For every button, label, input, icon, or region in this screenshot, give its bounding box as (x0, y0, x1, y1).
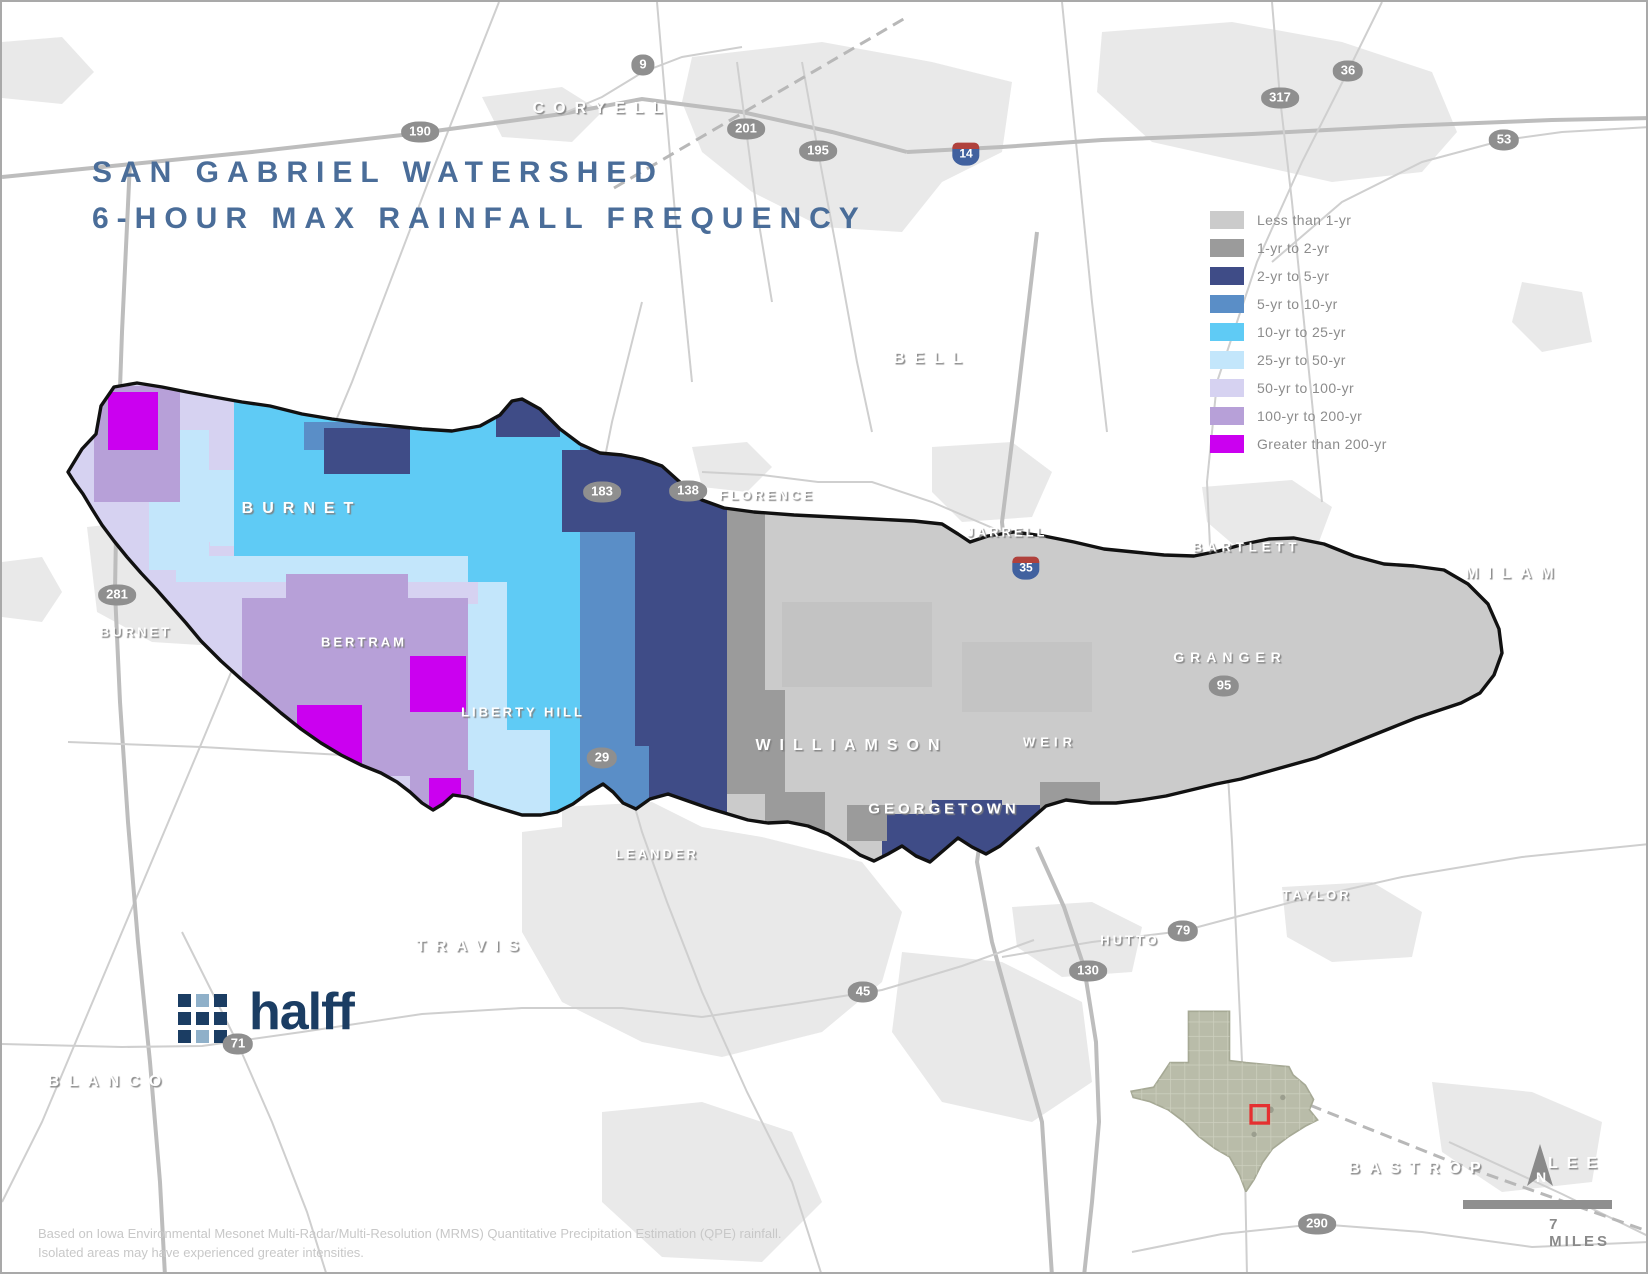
legend-label-y2_5: 2-yr to 5-yr (1257, 268, 1330, 284)
city-label-leander: LEANDER (615, 846, 699, 862)
legend-label-y25_50: 25-yr to 50-yr (1257, 352, 1346, 368)
north-arrow-label: N (1536, 1169, 1546, 1185)
texas-inset-map (1130, 1010, 1319, 1192)
highway-shield-183: 183 (583, 481, 621, 503)
interstate-14: 14 (952, 142, 980, 166)
north-arrow: N (1527, 1144, 1553, 1186)
legend-swatch-y5_10 (1210, 295, 1244, 313)
county-label-burnet: BURNET (241, 500, 363, 517)
halff-logo: halff (178, 983, 355, 1043)
highway-shield-281: 281 (98, 584, 136, 606)
city-label-florence: FLORENCE (719, 487, 815, 503)
highway-shield-195: 195 (799, 140, 837, 162)
highway-shield-95: 95 (1208, 675, 1240, 697)
city-label-hutto: HUTTO (1100, 932, 1160, 948)
county-label-milam: MILAM (1465, 565, 1563, 582)
legend-swatch-y10_25 (1210, 323, 1244, 341)
highway-shield-53: 53 (1488, 129, 1520, 151)
city-label-georgetown: GEORGETOWN (868, 800, 1020, 818)
highway-shield-79: 79 (1167, 920, 1199, 942)
legend-swatch-lt1 (1210, 211, 1244, 229)
legend-item-y1_2: 1-yr to 2-yr (1210, 234, 1387, 262)
legend-label-y5_10: 5-yr to 10-yr (1257, 296, 1338, 312)
legend-label-y1_2: 1-yr to 2-yr (1257, 240, 1330, 256)
legend-item-y2_5: 2-yr to 5-yr (1210, 262, 1387, 290)
legend-item-y100_200: 100-yr to 200-yr (1210, 402, 1387, 430)
city-label-taylor: TAYLOR (1282, 887, 1352, 903)
title-line2: 6-HOUR MAX RAINFALL FREQUENCY (92, 202, 867, 235)
legend-item-lt1: Less than 1-yr (1210, 206, 1387, 234)
highway-shield-29: 29 (586, 747, 618, 769)
city-label-jarrell: JARRELL (966, 524, 1048, 540)
inset-extent-box (1249, 1104, 1271, 1125)
title-line1: SAN GABRIEL WATERSHED (92, 156, 664, 189)
county-label-lee: LEE (1547, 1155, 1607, 1172)
source-note-line2: Isolated areas may have experienced grea… (38, 1245, 364, 1260)
highway-shield-130: 130 (1069, 960, 1107, 982)
legend: Less than 1-yr 1-yr to 2-yr 2-yr to 5-yr 5-… (1210, 206, 1387, 458)
scale-label: 7 MILES (1549, 1216, 1610, 1250)
legend-swatch-gt200 (1210, 435, 1244, 453)
highway-shield-290: 290 (1298, 1213, 1336, 1235)
highway-shield-201: 201 (727, 118, 765, 140)
source-notes: Based on Iowa Environmental Mesonet Mult… (38, 1224, 781, 1262)
county-label-blanco: BLANCO (47, 1073, 171, 1090)
county-label-williamson: WILLIAMSON (755, 737, 949, 754)
interstate-35: 35 (1012, 556, 1040, 580)
county-label-bastrop: BASTROP (1348, 1160, 1490, 1177)
legend-item-y10_25: 10-yr to 25-yr (1210, 318, 1387, 346)
city-label-granger: GRANGER (1173, 649, 1287, 665)
county-label-bell: BELL (893, 350, 971, 367)
legend-swatch-y100_200 (1210, 407, 1244, 425)
watershed-boundary (66, 381, 1504, 864)
legend-item-y5_10: 5-yr to 10-yr (1210, 290, 1387, 318)
legend-swatch-y2_5 (1210, 267, 1244, 285)
legend-item-gt200: Greater than 200-yr (1210, 430, 1387, 458)
legend-swatch-y25_50 (1210, 351, 1244, 369)
city-label-bertram: BERTRAM (321, 634, 407, 650)
legend-label-y50_100: 50-yr to 100-yr (1257, 380, 1355, 396)
legend-swatch-y1_2 (1210, 239, 1244, 257)
scale-bar (1463, 1200, 1612, 1209)
legend-item-y25_50: 25-yr to 50-yr (1210, 346, 1387, 374)
legend-label-y10_25: 10-yr to 25-yr (1257, 324, 1346, 340)
highway-shield-9: 9 (631, 54, 655, 76)
halff-logo-text: halff (249, 983, 355, 1041)
highway-shield-138: 138 (669, 480, 707, 502)
halff-logo-grid-icon (178, 994, 227, 1043)
legend-item-y50_100: 50-yr to 100-yr (1210, 374, 1387, 402)
highway-shield-190: 190 (401, 121, 439, 143)
county-label-coryell: CORYELL (532, 100, 672, 117)
city-label-bartlett: BARTLETT (1192, 539, 1302, 555)
city-label-weir: WEIR (1023, 734, 1077, 750)
city-label-liberty-hill: LIBERTY HILL (461, 704, 585, 720)
highway-shield-71: 71 (222, 1033, 254, 1055)
highway-shield-36: 36 (1332, 60, 1364, 82)
legend-label-lt1: Less than 1-yr (1257, 212, 1352, 228)
highway-shield-45: 45 (847, 981, 879, 1003)
source-note-line1: Based on Iowa Environmental Mesonet Mult… (38, 1226, 782, 1241)
county-label-travis: TRAVIS (416, 938, 528, 955)
map-title: SAN GABRIEL WATERSHED 6-HOUR MAX RAINFAL… (92, 150, 867, 242)
legend-swatch-y50_100 (1210, 379, 1244, 397)
city-label-burnet: BURNET (99, 624, 173, 640)
legend-label-y100_200: 100-yr to 200-yr (1257, 408, 1363, 424)
legend-label-gt200: Greater than 200-yr (1257, 436, 1387, 452)
highway-shield-317: 317 (1261, 87, 1299, 109)
